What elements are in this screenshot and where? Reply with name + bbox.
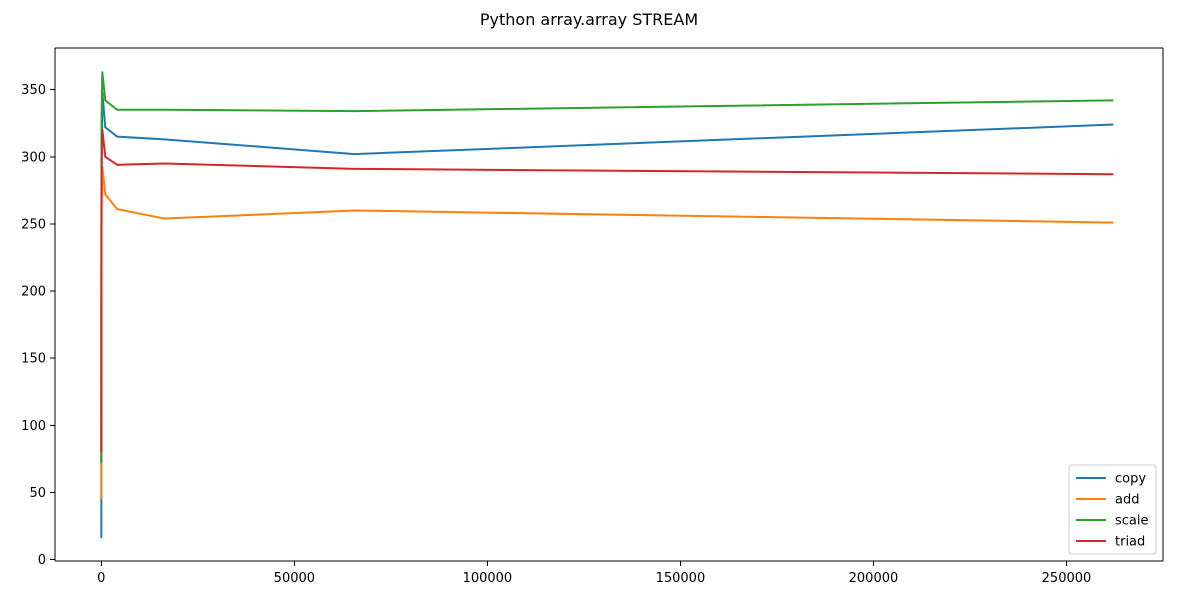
legend-label-triad: triad	[1115, 535, 1145, 550]
y-axis-ticks: 0 50 100 150 200 250 300 350	[21, 83, 55, 568]
chart-title: Python array.array STREAM	[480, 10, 698, 29]
series-line-add	[100, 166, 1114, 500]
x-tick-label: 100000	[463, 571, 513, 586]
x-tick-label: 50000	[274, 571, 315, 586]
legend-box	[1068, 464, 1157, 555]
series-line-triad	[100, 128, 1114, 453]
y-tick-label: 100	[21, 419, 46, 434]
axes-frame	[54, 47, 1164, 562]
legend-label-add: add	[1115, 493, 1139, 508]
y-tick-label: 300	[21, 150, 46, 165]
legend: copy add scale triad	[1068, 464, 1157, 555]
y-tick-label: 0	[38, 553, 46, 568]
legend-label-scale: scale	[1115, 514, 1149, 529]
x-tick-label: 200000	[849, 571, 899, 586]
x-axis-ticks: 0 50000 100000 150000 200000 250000	[97, 561, 1091, 586]
x-tick-label: 150000	[656, 571, 706, 586]
y-tick-label: 200	[21, 285, 46, 300]
y-tick-label: 250	[21, 217, 46, 232]
x-tick-label: 0	[97, 571, 105, 586]
y-tick-label: 350	[21, 83, 46, 98]
legend-label-copy: copy	[1115, 472, 1146, 487]
series-line-copy	[100, 91, 1114, 539]
series-layer	[100, 71, 1114, 539]
legend-items: copy add scale triad	[1076, 472, 1149, 550]
y-tick-label: 150	[21, 352, 46, 367]
x-tick-label: 250000	[1042, 571, 1092, 586]
y-tick-label: 50	[29, 486, 46, 501]
